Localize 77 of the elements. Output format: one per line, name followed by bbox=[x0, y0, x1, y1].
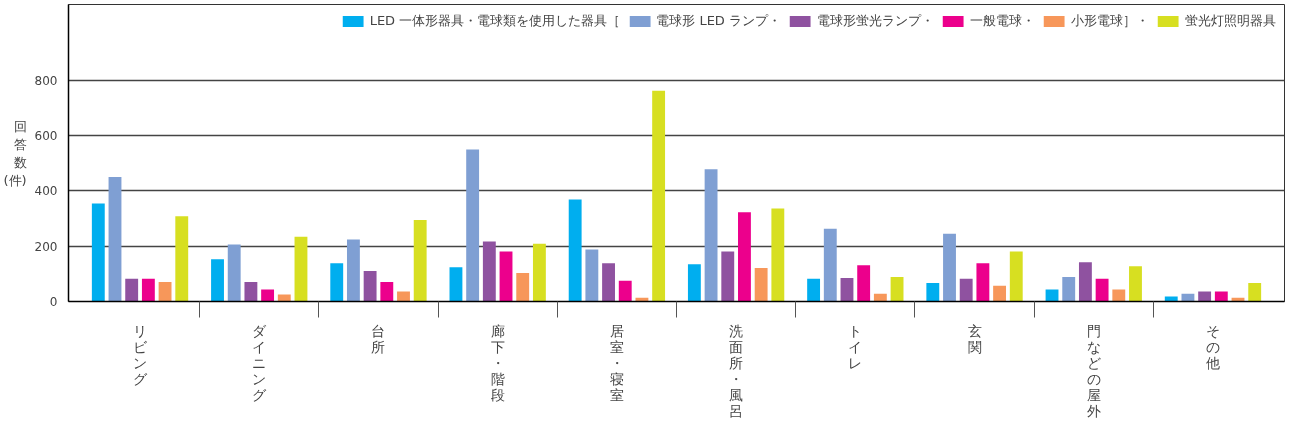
bar bbox=[568, 199, 582, 302]
bar bbox=[1078, 262, 1092, 302]
legend-label: 電球形 LED ランプ・ bbox=[656, 12, 781, 30]
bar bbox=[976, 263, 990, 302]
bar bbox=[108, 176, 122, 302]
bar bbox=[363, 271, 377, 302]
y-tick-label: 200 bbox=[34, 239, 58, 254]
bar bbox=[413, 220, 427, 302]
bar bbox=[1248, 282, 1262, 302]
bar bbox=[1112, 289, 1126, 302]
bar bbox=[244, 281, 258, 302]
bar bbox=[652, 90, 666, 302]
y-tick-label: 600 bbox=[34, 129, 58, 144]
bar bbox=[211, 259, 224, 302]
bar bbox=[993, 285, 1007, 302]
bar bbox=[721, 251, 735, 302]
bar bbox=[482, 241, 496, 302]
bar bbox=[771, 208, 785, 302]
x-tick-label: 門などの屋外 bbox=[1086, 322, 1101, 419]
x-tick-label: 玄関 bbox=[967, 322, 982, 355]
bar bbox=[330, 263, 344, 302]
legend-label: 小形電球］・ bbox=[1071, 12, 1149, 30]
bar bbox=[466, 149, 480, 302]
bar bbox=[1181, 293, 1195, 302]
bar bbox=[449, 267, 463, 302]
bar bbox=[959, 278, 973, 302]
y-tick-label: 0 bbox=[49, 295, 58, 309]
bar bbox=[890, 276, 904, 302]
bar bbox=[943, 233, 956, 302]
bar bbox=[158, 281, 172, 302]
bar bbox=[346, 239, 360, 302]
bar bbox=[1129, 266, 1142, 302]
bar bbox=[687, 264, 701, 302]
bar bbox=[823, 228, 837, 302]
bar bbox=[602, 263, 615, 302]
bar bbox=[227, 244, 241, 302]
bar bbox=[618, 280, 632, 302]
bar bbox=[397, 291, 410, 302]
bar bbox=[754, 268, 768, 302]
x-tick-label: 廊下・階段 bbox=[490, 322, 505, 403]
x-tick-label: リビング bbox=[133, 322, 149, 387]
y-tick-label: 800 bbox=[34, 73, 58, 88]
x-tick-label: 居室・寝室 bbox=[609, 322, 624, 403]
bar bbox=[261, 289, 275, 302]
bar bbox=[585, 249, 599, 302]
y-tick-label: 400 bbox=[34, 184, 58, 199]
bar bbox=[840, 278, 854, 302]
bar bbox=[857, 265, 871, 302]
bar bbox=[175, 216, 189, 302]
legend-label: 一般電球・ bbox=[970, 12, 1035, 30]
bar bbox=[294, 236, 308, 302]
legend-label: 蛍光灯照明器具 bbox=[1185, 12, 1276, 30]
legend-label: LED 一体形器具・電球類を使用した器具［ bbox=[369, 12, 621, 30]
bar bbox=[1009, 251, 1023, 302]
bar bbox=[516, 273, 530, 302]
y-axis-title: 回答数(件) bbox=[3, 118, 27, 188]
bar bbox=[141, 278, 155, 302]
bar bbox=[91, 203, 105, 302]
x-tick-label: 洗面所・風呂 bbox=[729, 322, 744, 419]
legend-label: 電球形蛍光ランプ・ bbox=[817, 12, 934, 30]
bar bbox=[926, 282, 940, 302]
bar bbox=[499, 251, 513, 302]
bar bbox=[873, 293, 887, 302]
x-tick-label: トイレ bbox=[848, 322, 863, 371]
x-tick-label: 台所 bbox=[371, 322, 386, 355]
x-tick-label: ダイニング bbox=[252, 322, 268, 403]
bar bbox=[1062, 276, 1076, 302]
bar bbox=[532, 243, 546, 302]
bar bbox=[738, 212, 751, 302]
bar bbox=[1198, 291, 1212, 302]
bar bbox=[125, 278, 139, 302]
x-tick-label: その他 bbox=[1205, 322, 1220, 371]
bar bbox=[807, 278, 821, 302]
bar bbox=[1214, 291, 1228, 302]
bar bbox=[1095, 278, 1109, 302]
bar bbox=[380, 281, 394, 302]
bar bbox=[704, 169, 718, 302]
